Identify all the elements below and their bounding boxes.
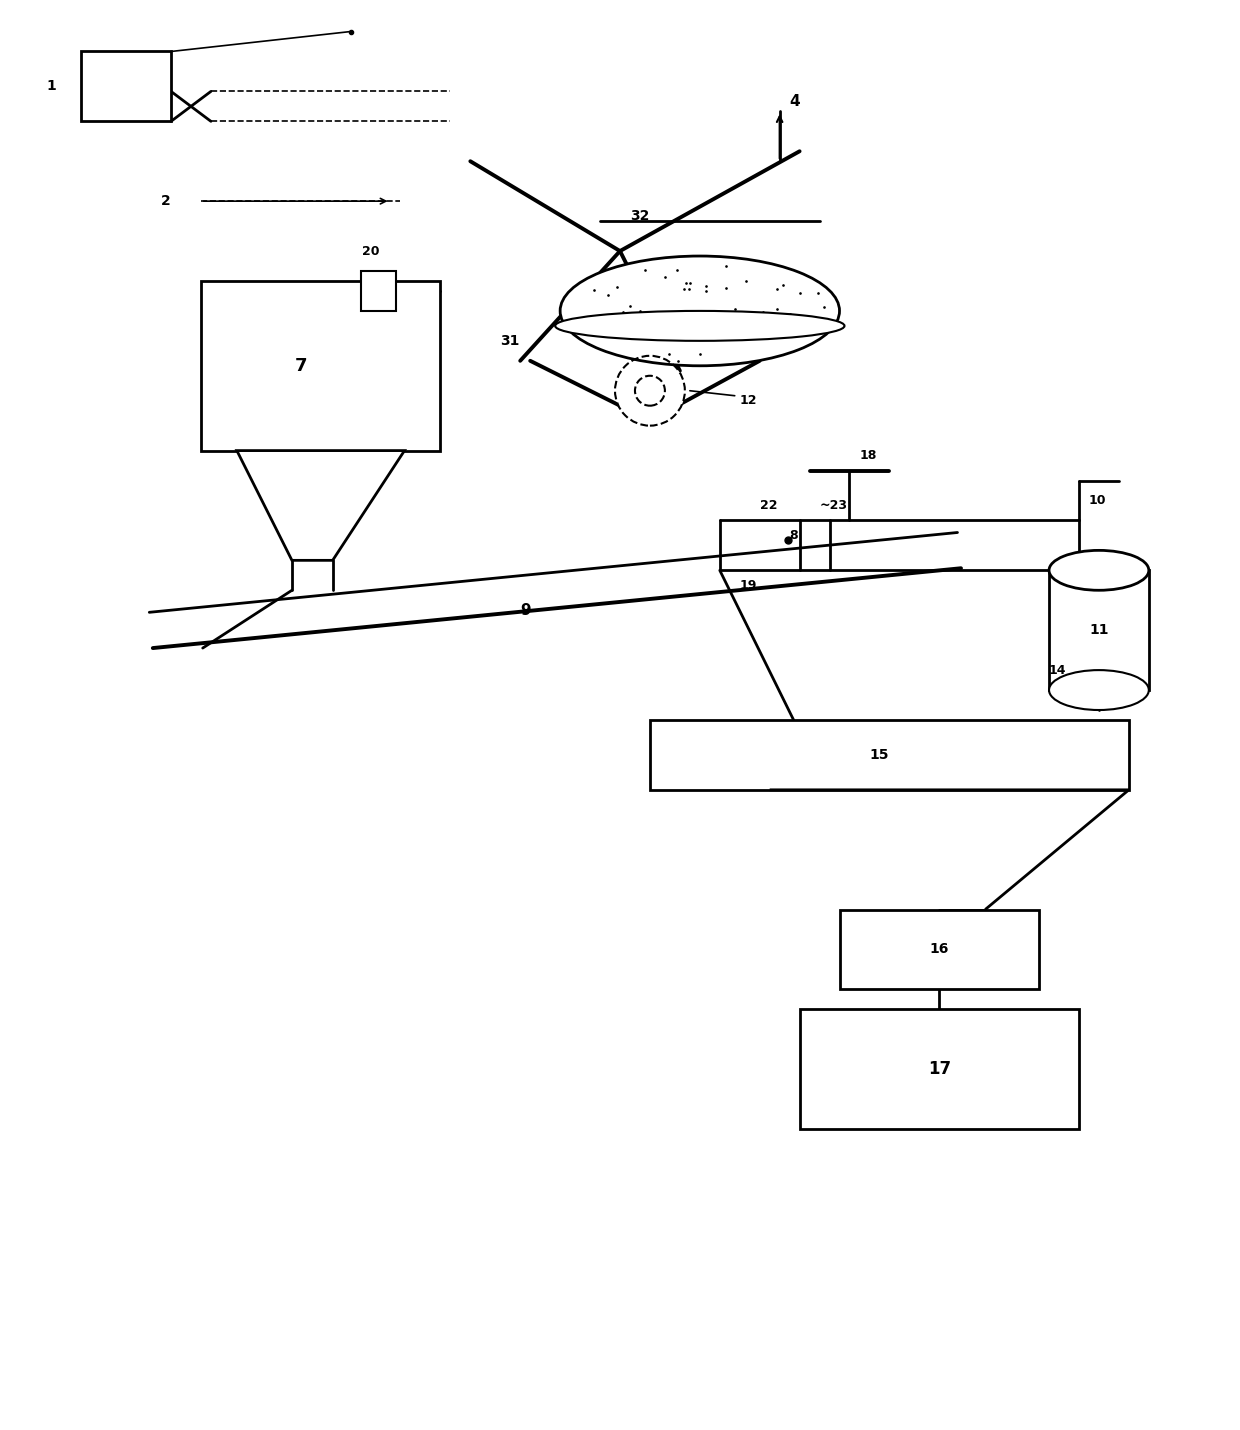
Bar [201,280,440,450]
Text: 22: 22 [760,499,777,512]
Text: 17: 17 [928,1060,951,1078]
Text: 12: 12 [740,395,758,408]
Text: 10: 10 [1089,493,1106,508]
Polygon shape [237,450,404,561]
Text: 21: 21 [770,339,787,352]
Text: 4: 4 [321,285,330,297]
Text: 32: 32 [630,209,650,223]
Text: 7: 7 [294,356,308,375]
Text: ~23: ~23 [820,499,848,512]
Text: 18: 18 [859,449,877,462]
Text: 15: 15 [869,748,889,762]
Ellipse shape [1049,671,1148,711]
Circle shape [635,376,665,406]
Ellipse shape [1049,551,1148,591]
Text: 16: 16 [930,942,949,957]
Text: 19: 19 [740,579,758,592]
Bar [650,719,1128,789]
Bar [839,909,1039,990]
Text: 24: 24 [820,305,837,317]
Bar [81,51,171,122]
Circle shape [615,356,684,426]
Bar [361,272,396,310]
Bar [1049,571,1148,691]
Text: 11: 11 [1089,623,1109,638]
Text: 8: 8 [790,529,799,542]
Text: 6: 6 [636,385,645,398]
Text: 20: 20 [362,245,379,257]
Text: 5: 5 [675,295,684,307]
Text: 1: 1 [46,80,56,93]
Text: 2: 2 [161,194,171,209]
Ellipse shape [560,256,839,366]
Text: 4: 4 [790,94,800,109]
Text: 9: 9 [521,602,531,618]
Ellipse shape [556,310,844,340]
Text: 31: 31 [500,333,520,347]
Bar [800,1010,1079,1130]
Text: 14: 14 [1049,664,1066,676]
